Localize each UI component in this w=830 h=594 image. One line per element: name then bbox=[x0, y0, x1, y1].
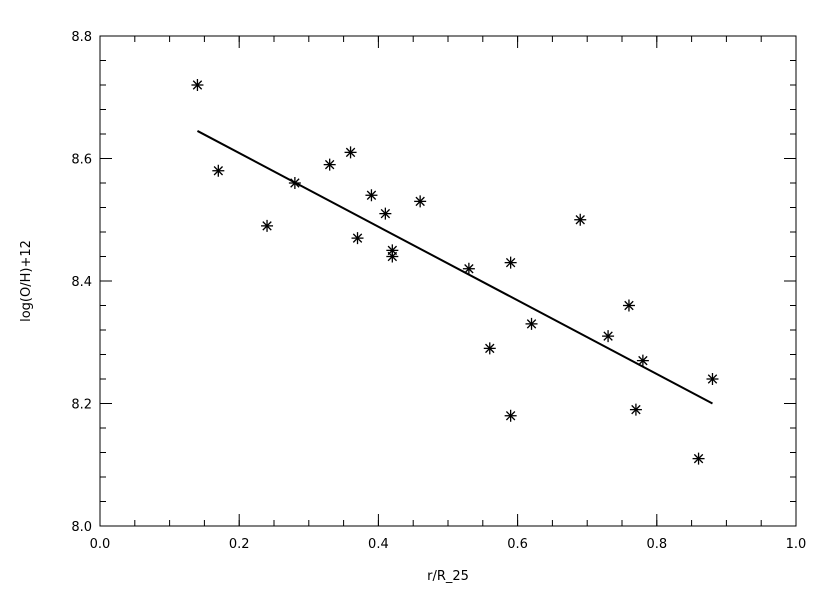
regression-fit-line bbox=[196, 130, 713, 405]
x-axis-title: r/R_25 bbox=[427, 569, 469, 584]
plot-area-frame bbox=[99, 35, 797, 527]
x-tick-label: 0.4 bbox=[368, 537, 389, 552]
y-tick-label: 8.2 bbox=[71, 398, 92, 413]
data-points bbox=[191, 79, 719, 465]
data-point bbox=[323, 158, 336, 171]
data-point bbox=[379, 207, 392, 220]
y-tick-label: 8.0 bbox=[71, 520, 92, 535]
y-tick-label: 8.4 bbox=[71, 275, 92, 290]
data-point bbox=[351, 232, 364, 245]
y-tick-label: 8.6 bbox=[71, 153, 92, 168]
data-point bbox=[483, 342, 496, 355]
major-ticks bbox=[99, 35, 797, 527]
x-tick-label: 0.2 bbox=[229, 537, 250, 552]
data-point bbox=[574, 213, 587, 226]
x-tick-label: 0.0 bbox=[90, 537, 111, 552]
x-tick-label: 1.0 bbox=[786, 537, 807, 552]
data-point bbox=[191, 79, 204, 91]
data-point bbox=[622, 299, 635, 312]
data-point bbox=[692, 452, 705, 465]
data-point bbox=[504, 409, 517, 422]
tick-labels: 0.0 0.2 0.4 0.6 0.8 1.0 8.0 8.2 8.4 8.6 8.8 bbox=[71, 30, 806, 552]
x-tick-label: 0.6 bbox=[507, 537, 528, 552]
data-point bbox=[212, 164, 225, 177]
data-point bbox=[386, 250, 399, 263]
data-point bbox=[525, 317, 538, 330]
data-point bbox=[261, 219, 274, 232]
data-point bbox=[365, 189, 378, 202]
y-axis-title: log(O/H)+12 bbox=[19, 240, 34, 322]
data-point bbox=[288, 177, 301, 189]
data-point bbox=[344, 146, 357, 159]
y-tick-label: 8.8 bbox=[71, 30, 92, 45]
data-point bbox=[636, 354, 649, 367]
data-point bbox=[462, 262, 475, 275]
data-point bbox=[706, 373, 719, 385]
data-point bbox=[504, 256, 517, 269]
data-point bbox=[629, 403, 642, 416]
x-tick-label: 0.8 bbox=[646, 537, 667, 552]
data-point bbox=[602, 330, 615, 343]
minor-ticks bbox=[99, 35, 797, 527]
data-point bbox=[414, 195, 427, 208]
